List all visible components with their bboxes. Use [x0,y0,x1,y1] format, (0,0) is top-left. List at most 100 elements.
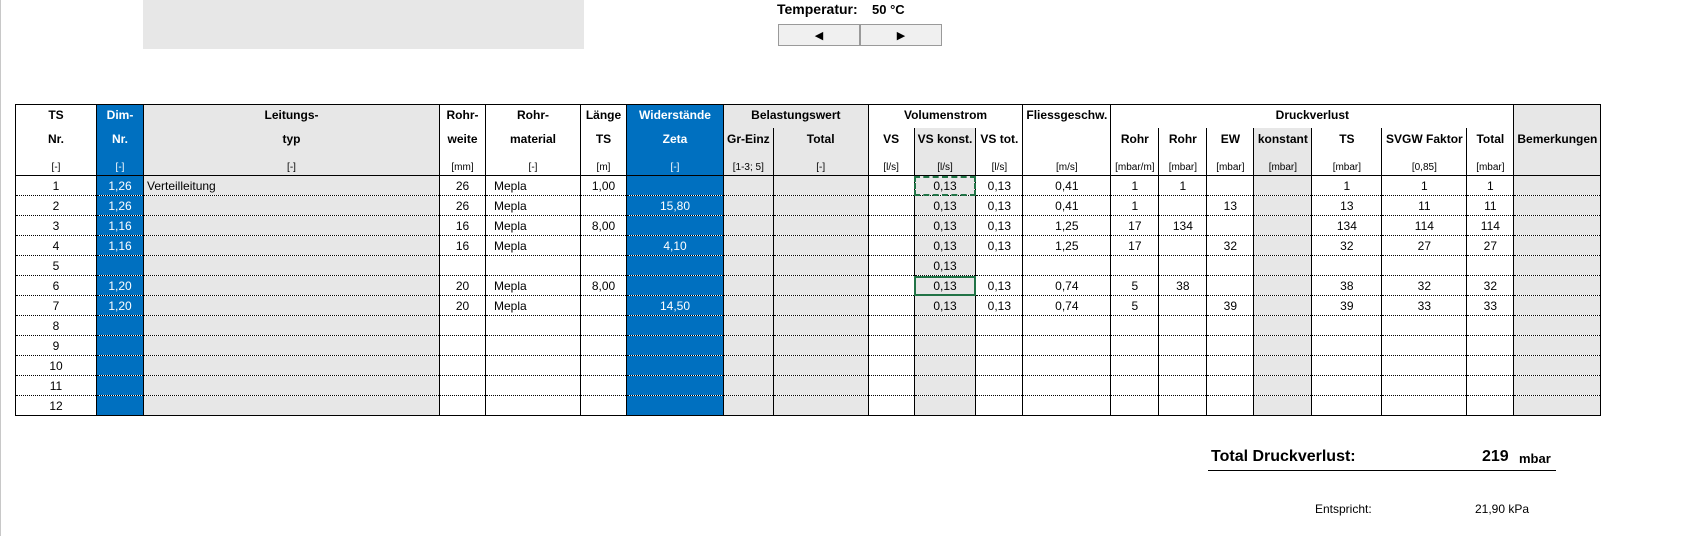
cell-vs-konst[interactable] [913,375,977,396]
cell-leitungstyp[interactable] [143,355,440,376]
cell-vs[interactable] [867,395,915,416]
cell-leitungstyp[interactable] [143,315,440,336]
cell-total[interactable] [1466,255,1515,276]
cell-ts-mbar[interactable]: 1 [1311,175,1383,196]
cell-gr-einz[interactable] [723,315,774,336]
cell-laenge-ts[interactable] [580,355,627,376]
cell-vs[interactable] [867,215,915,236]
cell-rohrmaterial[interactable] [485,375,581,396]
cell-vs-tot[interactable]: 0,13 [975,235,1024,256]
cell-laenge-ts[interactable]: 1,00 [580,175,627,196]
cell-ts-nr[interactable]: 12 [15,395,97,416]
cell-rohr-mbar-m[interactable]: 1 [1110,195,1160,216]
cell-leitungstyp[interactable] [143,275,440,296]
cell-rohrmaterial[interactable]: Mepla [485,295,581,316]
cell-rohrweite[interactable]: 20 [439,275,486,296]
cell-vs-konst[interactable]: 0,13 [913,295,977,316]
cell-total[interactable] [1466,375,1515,396]
cell-bemerkungen[interactable] [1513,235,1602,256]
cell-fliessgeschw[interactable]: 0,41 [1022,175,1112,196]
cell-rohrmaterial[interactable] [485,315,581,336]
cell-konstant[interactable] [1253,175,1313,196]
cell-laenge-ts[interactable] [580,315,627,336]
cell-zeta[interactable]: 15,80 [626,195,724,216]
cell-rohrmaterial[interactable]: Mepla [485,175,581,196]
cell-laenge-ts[interactable] [580,195,627,216]
cell-svgw-faktor[interactable]: 27 [1381,235,1468,256]
cell-leitungstyp[interactable]: Verteilleitung [143,175,440,196]
cell-bemerkungen[interactable] [1513,315,1602,336]
cell-ts-nr[interactable]: 11 [15,375,97,396]
cell-belastung-total[interactable] [772,215,869,236]
cell-gr-einz[interactable] [723,395,774,416]
cell-konstant[interactable] [1253,395,1313,416]
cell-konstant[interactable] [1253,335,1313,356]
cell-ts-mbar[interactable]: 134 [1311,215,1383,236]
cell-vs-tot[interactable] [975,375,1024,396]
cell-rohr-mbar[interactable] [1158,395,1208,416]
cell-gr-einz[interactable] [723,175,774,196]
cell-vs-konst[interactable]: 0,13 [913,175,977,196]
cell-laenge-ts[interactable]: 8,00 [580,275,627,296]
cell-belastung-total[interactable] [772,295,869,316]
cell-vs-tot[interactable]: 0,13 [975,275,1024,296]
cell-konstant[interactable] [1253,235,1313,256]
cell-rohr-mbar[interactable] [1158,355,1208,376]
cell-fliessgeschw[interactable] [1022,395,1112,416]
cell-ew[interactable] [1206,395,1255,416]
cell-fliessgeschw[interactable] [1022,255,1112,276]
cell-konstant[interactable] [1253,315,1313,336]
cell-total[interactable] [1466,335,1515,356]
cell-rohr-mbar-m[interactable]: 17 [1110,235,1160,256]
cell-dim-nr[interactable] [96,395,144,416]
cell-zeta[interactable] [626,275,724,296]
cell-laenge-ts[interactable] [580,235,627,256]
cell-total[interactable] [1466,395,1515,416]
cell-gr-einz[interactable] [723,255,774,276]
cell-belastung-total[interactable] [772,335,869,356]
cell-fliessgeschw[interactable]: 1,25 [1022,215,1112,236]
cell-konstant[interactable] [1253,255,1313,276]
cell-konstant[interactable] [1253,195,1313,216]
cell-fliessgeschw[interactable] [1022,355,1112,376]
cell-zeta[interactable]: 4,10 [626,235,724,256]
cell-laenge-ts[interactable] [580,375,627,396]
cell-rohrmaterial[interactable]: Mepla [485,275,581,296]
cell-vs-tot[interactable] [975,395,1024,416]
cell-svgw-faktor[interactable] [1381,355,1468,376]
cell-ew[interactable] [1206,175,1255,196]
cell-fliessgeschw[interactable]: 1,25 [1022,235,1112,256]
cell-vs-konst[interactable]: 0,13 [913,255,977,276]
cell-bemerkungen[interactable] [1513,395,1602,416]
cell-ts-nr[interactable]: 1 [15,175,97,196]
cell-ts-nr[interactable]: 8 [15,315,97,336]
cell-rohr-mbar-m[interactable] [1110,255,1160,276]
cell-vs-konst[interactable] [913,395,977,416]
cell-bemerkungen[interactable] [1513,295,1602,316]
cell-laenge-ts[interactable] [580,335,627,356]
cell-rohrweite[interactable] [439,255,486,276]
cell-total[interactable]: 33 [1466,295,1515,316]
cell-vs[interactable] [867,195,915,216]
cell-rohrweite[interactable]: 26 [439,195,486,216]
cell-vs-konst[interactable] [913,355,977,376]
cell-fliessgeschw[interactable] [1022,335,1112,356]
cell-svgw-faktor[interactable] [1381,255,1468,276]
cell-total[interactable]: 11 [1466,195,1515,216]
cell-zeta[interactable] [626,375,724,396]
cell-svgw-faktor[interactable]: 33 [1381,295,1468,316]
cell-rohrmaterial[interactable] [485,395,581,416]
cell-gr-einz[interactable] [723,195,774,216]
cell-rohrmaterial[interactable] [485,335,581,356]
cell-ew[interactable] [1206,335,1255,356]
cell-bemerkungen[interactable] [1513,195,1602,216]
cell-dim-nr[interactable]: 1,16 [96,215,144,236]
cell-leitungstyp[interactable] [143,215,440,236]
cell-vs-konst[interactable]: 0,13 [913,215,977,236]
cell-ts-mbar[interactable] [1311,335,1383,356]
cell-rohrmaterial[interactable]: Mepla [485,235,581,256]
cell-belastung-total[interactable] [772,235,869,256]
cell-vs[interactable] [867,175,915,196]
cell-vs-konst[interactable]: 0,13 [913,235,977,256]
cell-gr-einz[interactable] [723,295,774,316]
